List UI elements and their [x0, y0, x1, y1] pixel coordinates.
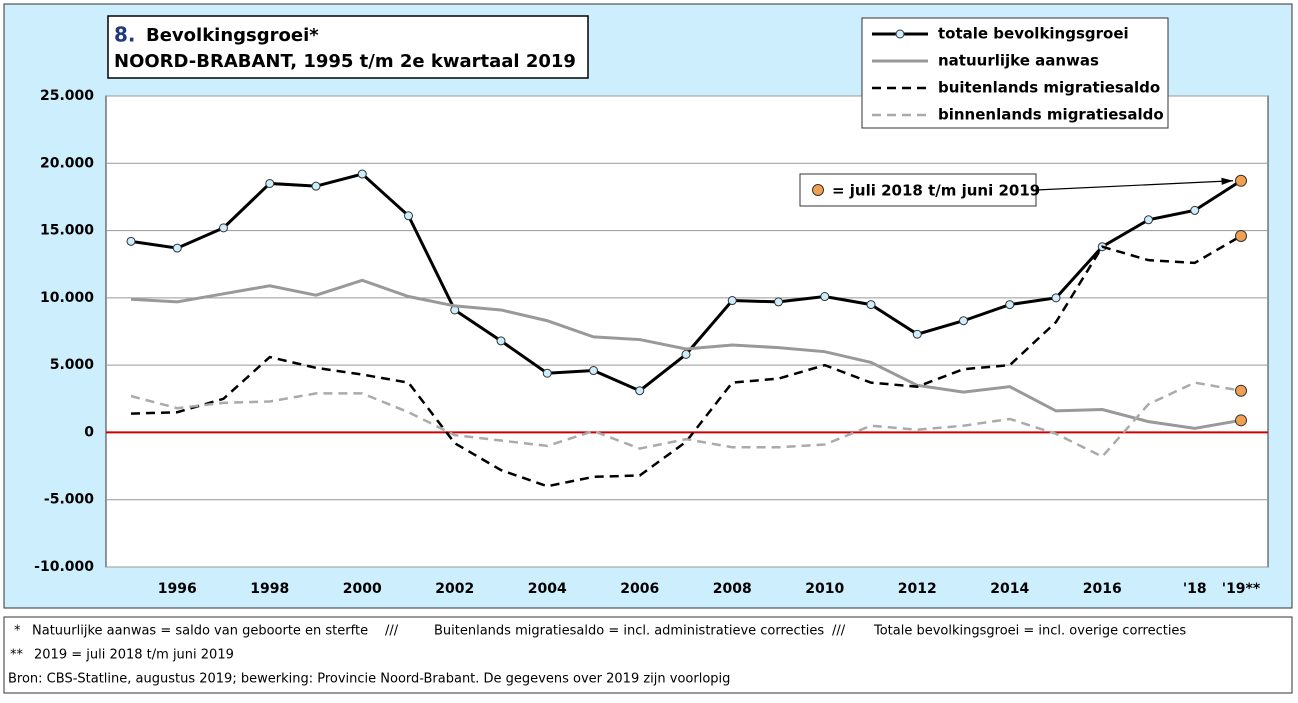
highlight-marker [1235, 174, 1247, 187]
highlight-marker [1235, 229, 1247, 242]
marker [126, 236, 136, 246]
highlight-marker [1235, 384, 1247, 397]
legend-label: natuurlijke aanwas [938, 52, 1099, 70]
legend-box [861, 17, 1169, 129]
x-tick-label: 2014 [990, 581, 1029, 597]
legend-marker [895, 29, 905, 39]
notes-box [3, 616, 1293, 694]
marker [496, 336, 506, 346]
note: Buitenlands migratiesaldo = incl. admini… [434, 624, 824, 639]
highlight-marker [1235, 414, 1247, 427]
marker [681, 349, 691, 359]
source: Bron: CBS-Statline, augustus 2019; bewer… [8, 672, 730, 687]
annotation-box [799, 173, 1037, 207]
note: /// [832, 624, 846, 639]
plot: -10.000 -5.000 0 5.000 10.000 15.000 20.000 25.… [34, 88, 1268, 597]
legend-label: totale bevolkingsgroei [938, 25, 1129, 43]
y-tick-label: 15.000 [40, 223, 94, 239]
marker [219, 223, 228, 233]
note: * [14, 624, 21, 639]
series-line [130, 234, 1242, 488]
marker [589, 366, 598, 376]
plot-area [105, 95, 1269, 568]
y-tick-label: 20.000 [40, 155, 94, 171]
marker [542, 368, 552, 378]
title-number: 8. [114, 23, 136, 47]
note: ** [10, 648, 24, 663]
marker [1051, 293, 1061, 303]
series-line [130, 278, 1242, 430]
note: Totale bevolkingsgroei = incl. overige c… [873, 624, 1186, 639]
annotation-arrowhead [1221, 177, 1233, 185]
legend-label: buitenlands migratiesaldo [938, 79, 1160, 97]
note: Natuurlijke aanwas = saldo van geboorte … [32, 624, 368, 639]
marker [1190, 205, 1200, 215]
x-tick-label: 2008 [713, 581, 752, 597]
marker [727, 296, 737, 306]
marker [1005, 300, 1015, 310]
y-tick-label: 0 [84, 424, 94, 440]
y-tick-label: 25.000 [40, 88, 94, 104]
marker [172, 243, 182, 253]
marker [635, 386, 645, 396]
x-tick-label: '18 [1183, 581, 1207, 597]
marker [912, 329, 922, 339]
note: 2019 = juli 2018 t/m juni 2019 [34, 648, 234, 663]
x-tick-label: 2010 [805, 581, 844, 597]
annotation: = juli 2018 t/m juni 2019 [832, 182, 1040, 200]
marker [820, 292, 830, 302]
marker [959, 316, 968, 326]
marker [866, 300, 876, 310]
series-line [130, 381, 1242, 459]
x-tick-label: 2000 [343, 581, 382, 597]
chart-title: Bevolkingsgroei* [146, 25, 319, 46]
x-tick-label: 2004 [528, 581, 567, 597]
y-tick-label: 10.000 [40, 290, 94, 306]
x-tick-label: 1996 [158, 581, 197, 597]
x-tick-label: 2012 [898, 581, 937, 597]
marker [774, 297, 783, 307]
x-tick-label: '19** [1222, 581, 1261, 597]
note: /// [385, 624, 399, 639]
x-tick-label: 2002 [435, 581, 474, 597]
marker [404, 211, 413, 221]
x-tick-label: 2016 [1083, 581, 1122, 597]
marker [265, 178, 275, 188]
marker [1144, 215, 1153, 225]
annotation-arrow [1035, 180, 1234, 191]
x-tick-label: 1998 [250, 581, 289, 597]
title-box [107, 15, 589, 79]
chart-subtitle: NOORD-BRABANT, 1995 t/m 2e kwartaal 2019 [114, 51, 576, 72]
y-tick-label: -10.000 [34, 559, 94, 575]
legend-label: binnenlands migratiesaldo [938, 106, 1164, 124]
annotation-marker [812, 184, 824, 196]
x-tick-label: 2006 [620, 581, 659, 597]
y-tick-label: -5.000 [44, 492, 94, 508]
y-tick-label: 5.000 [50, 357, 95, 373]
marker [311, 181, 321, 191]
marker [357, 169, 367, 179]
